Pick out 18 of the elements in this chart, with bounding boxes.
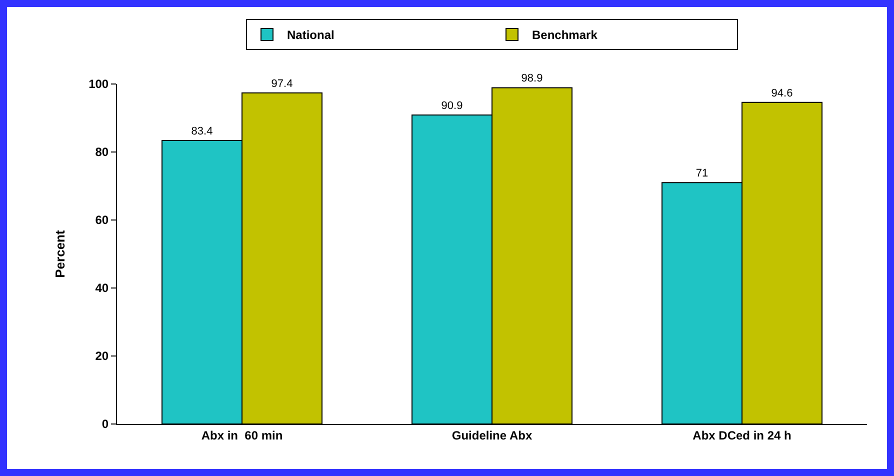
data-label: 98.9 xyxy=(521,72,543,85)
legend-label: National xyxy=(287,28,334,42)
y-tick-label: 0 xyxy=(102,417,109,432)
y-tick-label: 40 xyxy=(95,281,109,296)
y-tick-label: 20 xyxy=(95,349,109,364)
legend-label: Benchmark xyxy=(532,28,598,42)
data-label: 83.4 xyxy=(191,125,213,138)
y-axis-title: Percent xyxy=(52,229,68,278)
data-label: 71 xyxy=(696,168,708,180)
y-tick-label: 60 xyxy=(95,213,109,228)
y-tick-label: 80 xyxy=(95,145,109,160)
x-tick-label: Guideline Abx xyxy=(452,428,532,442)
data-label: 94.6 xyxy=(771,87,793,100)
data-label: 97.4 xyxy=(271,78,293,90)
y-tick-label: 100 xyxy=(88,77,109,92)
x-tick-label: Abx in 60 min xyxy=(201,428,283,442)
data-label: 90.9 xyxy=(441,100,463,112)
x-tick-label: Abx DCed in 24 h xyxy=(692,428,792,442)
